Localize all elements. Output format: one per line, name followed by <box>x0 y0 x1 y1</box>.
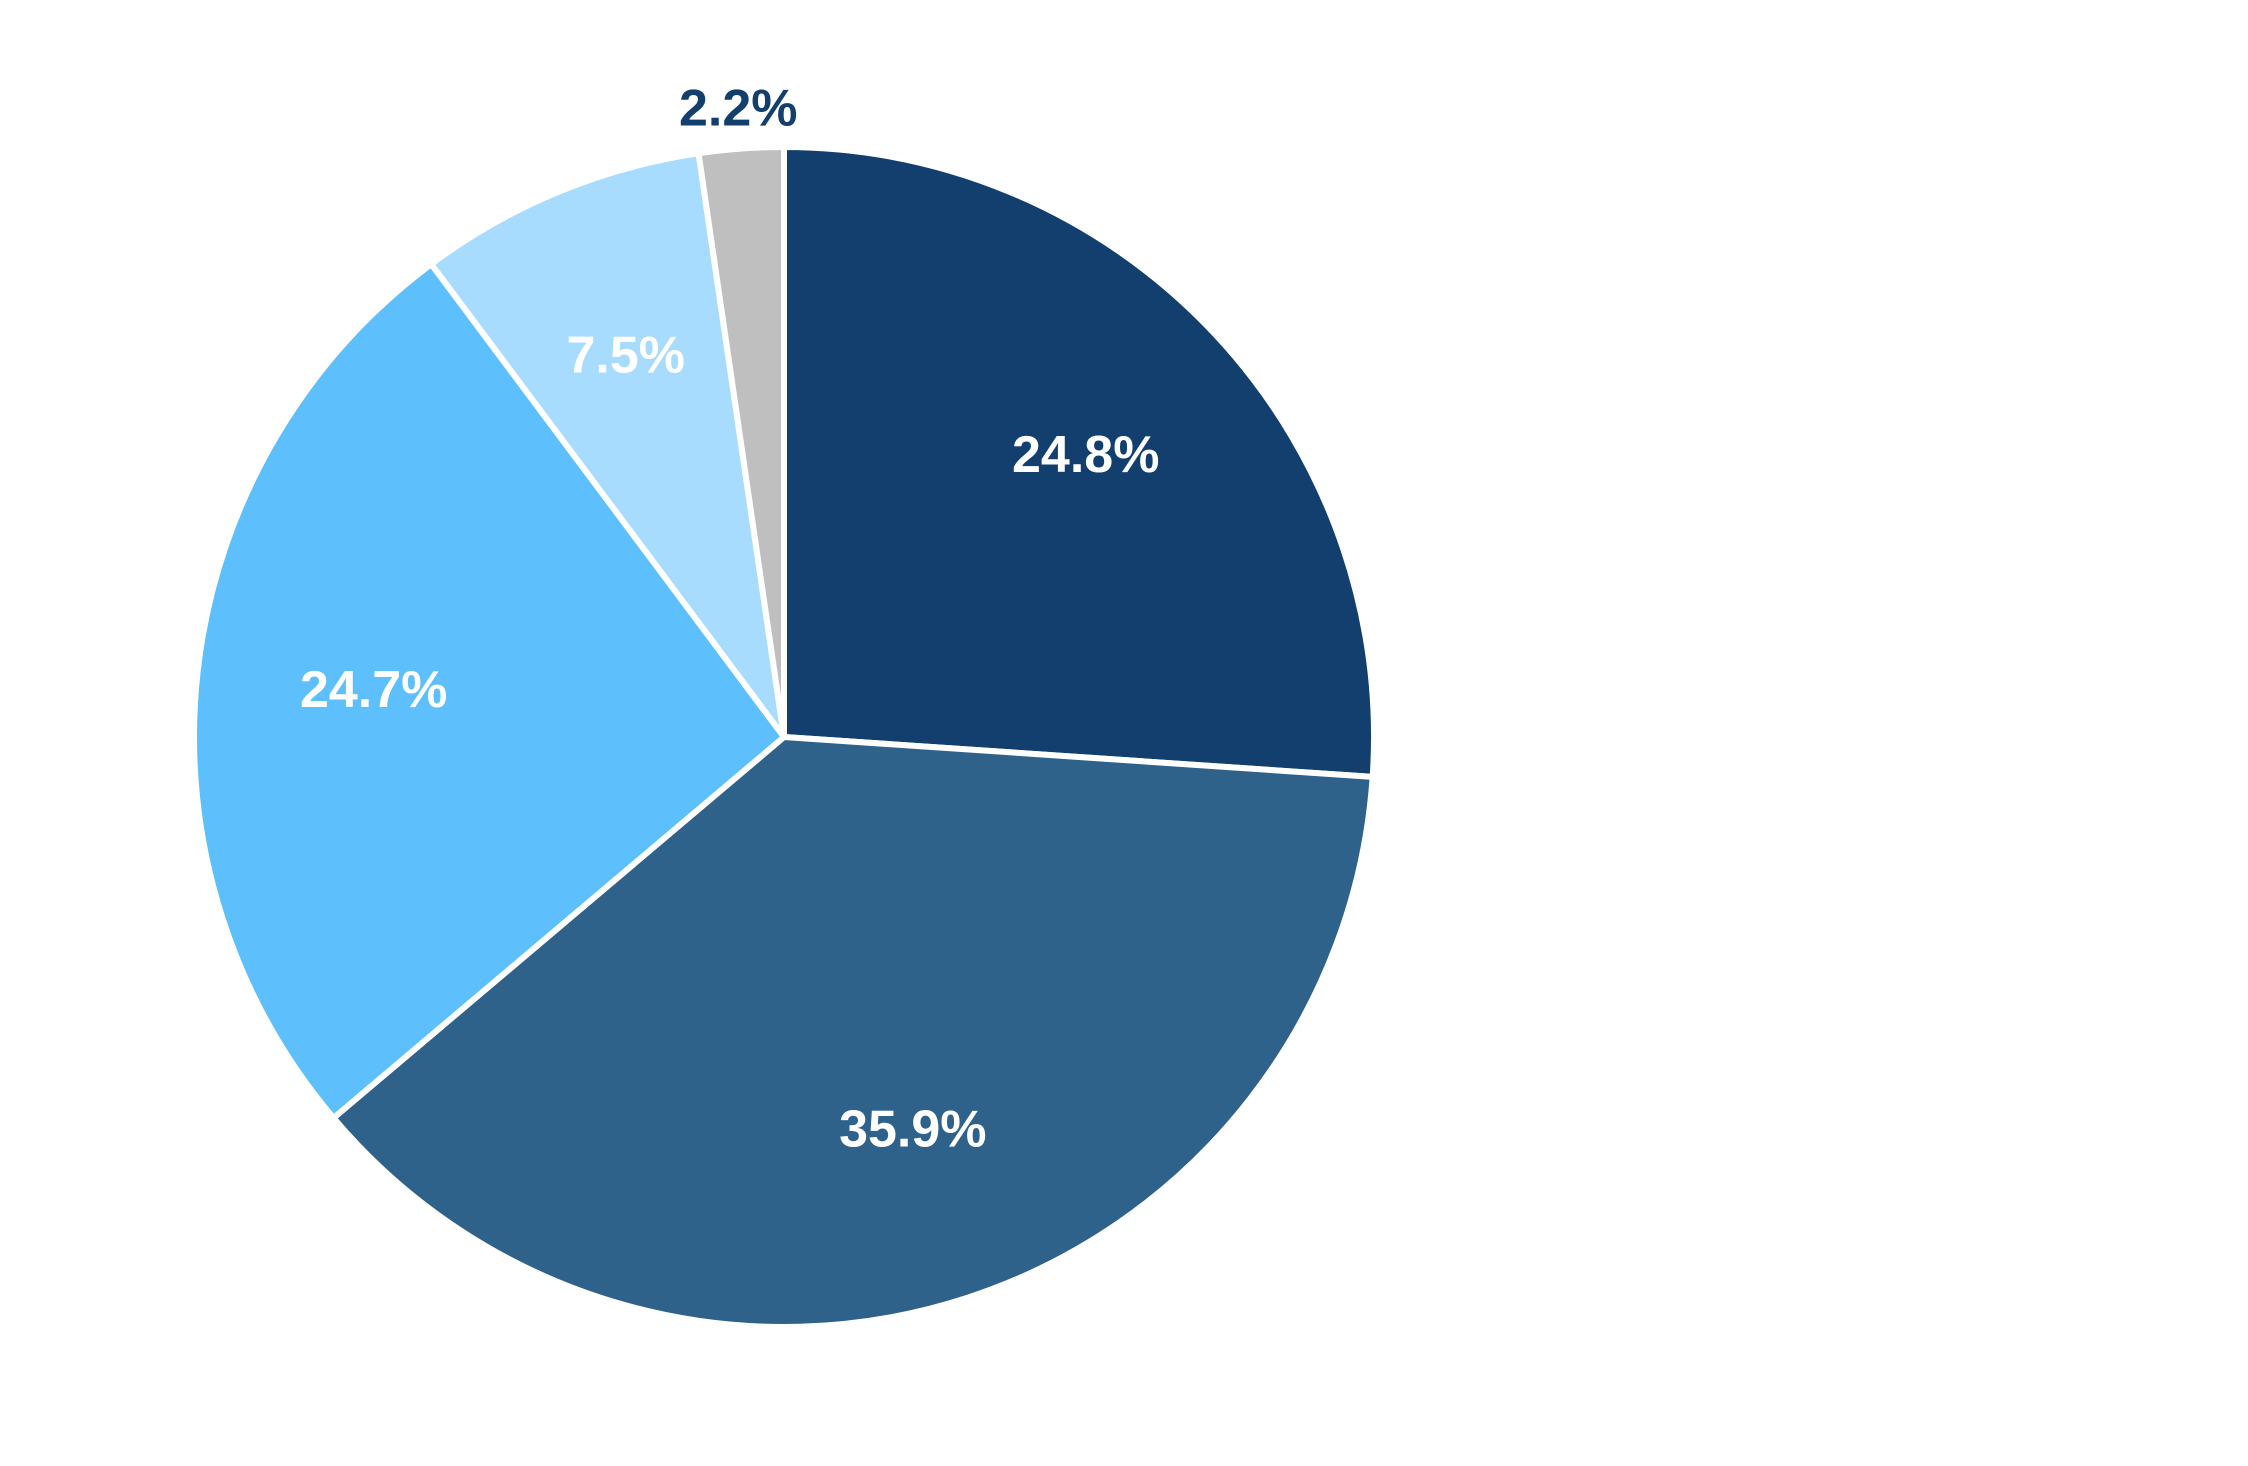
pie-slice-5 <box>695 144 787 740</box>
pie-slice-4 <box>428 150 787 740</box>
pie-slice-label-5: 2.2% <box>679 80 798 138</box>
pie-slice-label-2: 35.9% <box>839 1100 986 1158</box>
pie-slice-1 <box>781 144 1378 780</box>
pie-labels: 24.8% 35.9% 24.7% 7.5% 2.2% <box>300 80 1160 1159</box>
pie-slice-2 <box>330 734 1376 1330</box>
pie-slice-3 <box>191 261 787 1121</box>
pie-slice-label-3: 24.7% <box>300 661 447 719</box>
pie-slice-label-4: 7.5% <box>567 327 686 385</box>
pie-slices <box>191 144 1378 1330</box>
pie-slice-label-1: 24.8% <box>1012 426 1159 484</box>
